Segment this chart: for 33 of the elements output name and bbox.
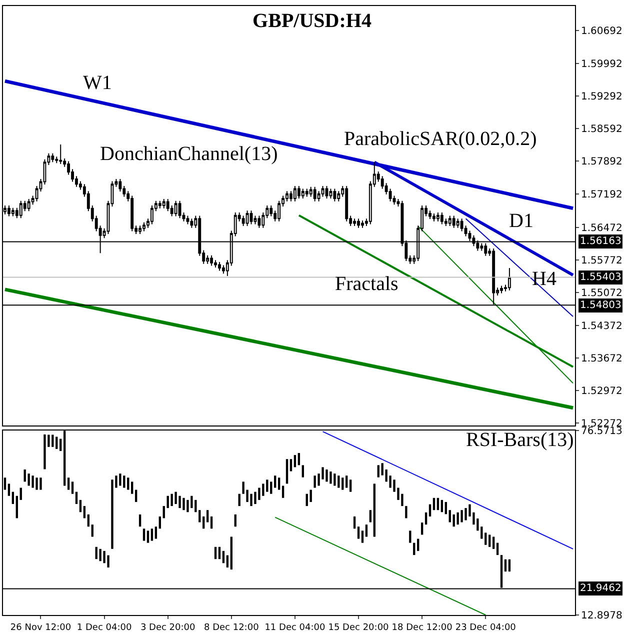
y-tick-label: 1.60692 (581, 26, 622, 38)
ref-line-label: 21.9462 (580, 583, 622, 594)
y-tick-label: 1.52972 (581, 386, 622, 398)
x-tick-label: 15 Dec 20:00 (328, 622, 390, 633)
chart-title: GBP/USD:H4 (252, 10, 372, 32)
y-tick-label: 1.59992 (581, 58, 622, 70)
annotation: DonchianChannel(13) (100, 143, 278, 165)
x-tick-label: 11 Dec 04:00 (264, 622, 326, 633)
x-tick-label: 23 Dec 04:00 (455, 622, 516, 633)
y-tick-label: 1.55072 (581, 288, 622, 300)
y-tick-label: 1.57892 (581, 156, 622, 168)
y-tick-label: 12.8978 (581, 610, 622, 622)
y-tick-label: 1.59292 (581, 91, 622, 102)
x-tick-label: 1 Dec 04:00 (76, 622, 132, 633)
annotation: Fractals (335, 273, 399, 295)
x-tick-label: 18 Dec 12:00 (392, 622, 453, 633)
ref-line-label: 1.55403 (580, 272, 622, 283)
y-tick-label: 1.55772 (581, 256, 622, 266)
y-tick-label: 1.57192 (581, 189, 622, 200)
annotation: W1 (83, 72, 112, 94)
x-tick-label: 26 Nov 12:00 (10, 622, 72, 633)
x-tick-label: 8 Dec 12:00 (204, 622, 260, 633)
annotation: ParabolicSAR(0.02,0.2) (344, 128, 537, 150)
annotation: H4 (532, 268, 556, 290)
x-tick-label: 3 Dec 20:00 (140, 622, 196, 633)
y-tick-label: 1.56472 (581, 222, 622, 234)
y-tick-label: 1.53672 (581, 353, 622, 364)
ref-line-label: 1.56163 (580, 236, 622, 247)
annotation: RSI-Bars(13) (466, 429, 574, 451)
y-tick-label: 1.54372 (581, 320, 622, 332)
annotation: D1 (509, 210, 534, 232)
ref-line-label: 1.54803 (580, 300, 622, 311)
y-tick-label: 1.58592 (581, 124, 622, 136)
